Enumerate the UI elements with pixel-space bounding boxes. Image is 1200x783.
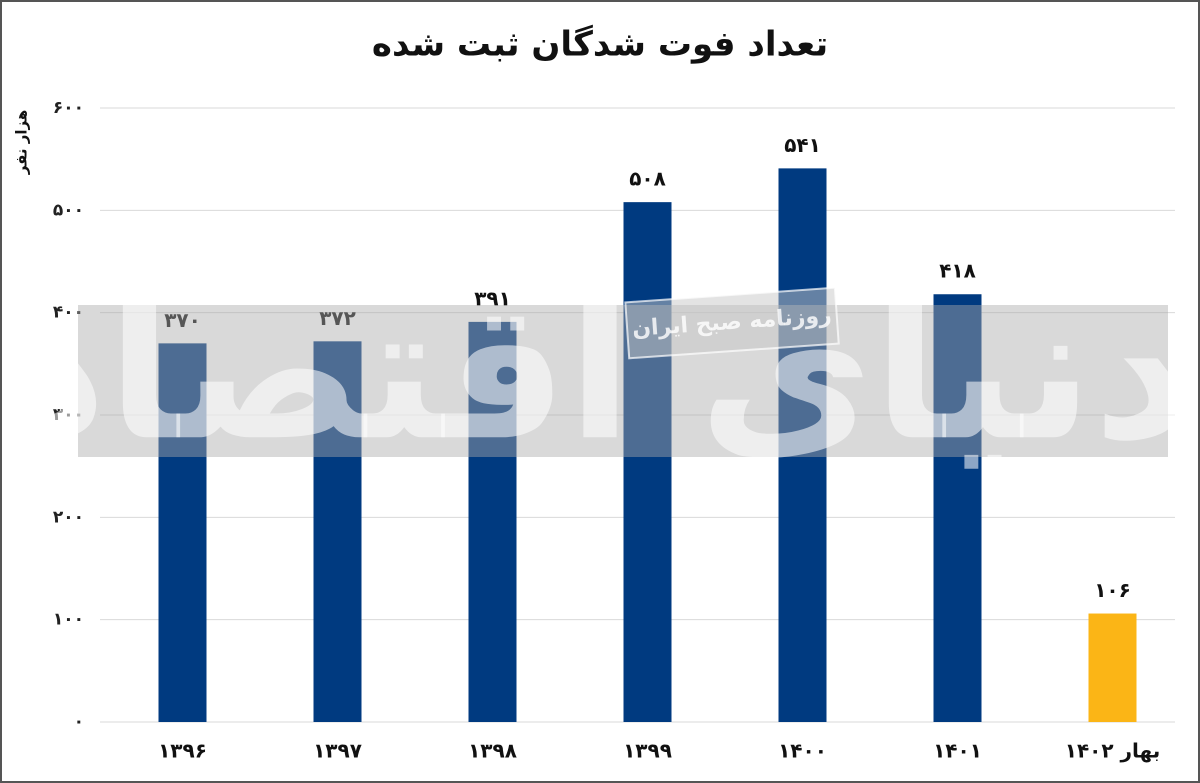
value-label: ۳۷۰ — [164, 308, 201, 332]
bar — [623, 202, 672, 722]
bar — [158, 343, 207, 722]
value-label: ۳۹۱ — [474, 286, 511, 310]
x-tick-label: ۱۳۹۹ — [623, 739, 672, 763]
bar — [1088, 613, 1137, 722]
bar — [468, 321, 517, 722]
watermark: دنیای اقتصاد — [9, 261, 1190, 482]
x-tick-label: ۱۴۰۱ — [933, 739, 982, 763]
bar — [933, 294, 982, 722]
chart-title: تعداد فوت شدگان ثبت شده — [372, 25, 828, 65]
y-tick-label: ۵۰۰ — [53, 200, 84, 220]
value-label: ۴۱۸ — [939, 259, 976, 283]
value-label: ۱۰۶ — [1094, 578, 1131, 602]
value-label: ۵۴۱ — [784, 133, 821, 157]
y-tick-label: ۱۰۰ — [53, 610, 84, 630]
value-label: ۵۰۸ — [629, 167, 666, 191]
value-label: ۳۷۲ — [319, 306, 356, 330]
bar — [778, 168, 827, 723]
watermark-box — [624, 286, 840, 360]
y-tick-label: ۳۰۰ — [53, 405, 84, 425]
x-tick-label: بهار ۱۴۰۲ — [1065, 739, 1161, 763]
x-tick-label: ۱۴۰۰ — [778, 739, 827, 763]
y-tick-label: ۲۰۰ — [53, 507, 84, 527]
bar — [313, 341, 362, 722]
y-tick-label: ۰ — [74, 712, 84, 732]
y-tick-label: ۴۰۰ — [53, 303, 84, 323]
x-tick-label: ۱۳۹۷ — [313, 739, 362, 763]
x-tick-label: ۱۳۹۸ — [468, 739, 517, 763]
watermark-band — [78, 305, 1168, 457]
y-axis-title: هزار نفر — [13, 110, 31, 176]
y-tick-label: ۶۰۰ — [53, 98, 84, 118]
x-tick-label: ۱۳۹۶ — [158, 739, 207, 763]
